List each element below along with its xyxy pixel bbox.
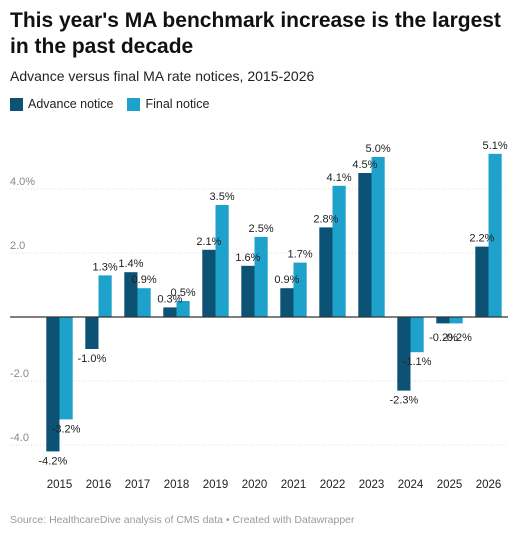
bar-advance <box>241 265 255 317</box>
legend-label-advance: Advance notice <box>28 97 114 111</box>
y-tick-label: 4.0% <box>10 176 35 188</box>
legend-label-final: Final notice <box>145 97 210 111</box>
chart-subtitle: Advance versus final MA rate notices, 20… <box>10 68 315 84</box>
data-label-advance: -2.3% <box>390 395 419 407</box>
y-tick-label: 2.0 <box>10 240 25 252</box>
data-label-advance: 2.2% <box>469 233 494 245</box>
x-tick-label: 2025 <box>437 479 463 491</box>
bar-final <box>371 157 385 317</box>
data-label-advance: -1.0% <box>78 353 107 365</box>
legend-swatch-final <box>127 97 141 111</box>
bar-final <box>332 185 346 317</box>
data-label-advance: 0.9% <box>274 274 299 286</box>
x-tick-label: 2021 <box>281 479 307 491</box>
x-tick-label: 2018 <box>164 479 190 491</box>
bar-chart: 4.0% 2.0 -2.0 -4.0 -4.2% -1.0% 1.4% 0.3% 2.1% 1.6… <box>10 140 508 491</box>
data-label-final: 0.5% <box>171 287 196 299</box>
bar-final <box>98 275 112 317</box>
data-label-advance: 4.5% <box>352 159 377 171</box>
bar-advance <box>46 317 60 452</box>
y-tick-label: -4.0 <box>10 432 29 444</box>
x-tick-label: 2026 <box>476 479 502 491</box>
bar-advance <box>124 272 138 317</box>
x-tick-label: 2020 <box>242 479 268 491</box>
bar-advance <box>397 317 411 391</box>
bar-final <box>176 301 190 317</box>
bar-final <box>215 205 229 317</box>
bar-final <box>137 288 151 317</box>
data-label-advance: 1.4% <box>118 258 143 270</box>
chart-title: This year's MA benchmark increase is the… <box>10 9 501 58</box>
bar-advance <box>202 249 216 317</box>
legend-item-final: Final notice <box>127 97 209 111</box>
legend-swatch-advance <box>10 97 23 111</box>
bar-final <box>488 153 502 317</box>
data-label-final: -0.2% <box>443 332 472 344</box>
bar-advance <box>436 317 450 324</box>
x-tick-label: 2017 <box>125 479 151 491</box>
data-label-advance: -4.2% <box>39 455 68 467</box>
data-label-final: 0.9% <box>132 274 157 286</box>
data-label-final: 5.0% <box>366 143 391 155</box>
chart-footer: Source: HealthcareDive analysis of CMS d… <box>10 514 355 526</box>
data-label-advance: -0.2% <box>429 332 458 344</box>
bar-final <box>449 317 463 324</box>
bar-advance <box>85 317 99 349</box>
bar-advance <box>163 307 177 317</box>
data-label-advance: 0.3% <box>157 293 182 305</box>
x-tick-label: 2015 <box>47 479 73 491</box>
bar-final <box>410 317 424 353</box>
bar-final <box>59 317 73 420</box>
data-label-final: 3.5% <box>210 191 235 203</box>
bar-final <box>293 262 307 317</box>
bar-advance <box>319 227 333 317</box>
data-label-final: 1.3% <box>93 261 118 273</box>
x-tick-label: 2016 <box>86 479 112 491</box>
data-label-final: 1.7% <box>288 249 313 261</box>
data-label-final: 5.1% <box>483 140 508 152</box>
bar-advance <box>475 246 489 317</box>
legend: Advance notice Final notice <box>10 97 209 111</box>
data-label-advance: 2.1% <box>196 236 221 248</box>
data-label-advance: 1.6% <box>235 252 260 264</box>
data-label-advance: 2.8% <box>313 213 338 225</box>
bar-final <box>254 237 268 317</box>
legend-item-advance: Advance notice <box>10 97 113 111</box>
x-tick-label: 2024 <box>398 479 424 491</box>
data-label-final: -1.1% <box>403 356 432 368</box>
bar-advance <box>280 288 294 317</box>
data-label-final: 4.1% <box>327 172 352 184</box>
x-tick-label: 2019 <box>203 479 229 491</box>
data-label-final: 2.5% <box>249 223 274 235</box>
data-label-final: -3.2% <box>52 423 81 435</box>
x-tick-label: 2023 <box>359 479 385 491</box>
x-tick-label: 2022 <box>320 479 346 491</box>
y-tick-label: -2.0 <box>10 368 29 380</box>
bar-advance <box>358 173 372 317</box>
